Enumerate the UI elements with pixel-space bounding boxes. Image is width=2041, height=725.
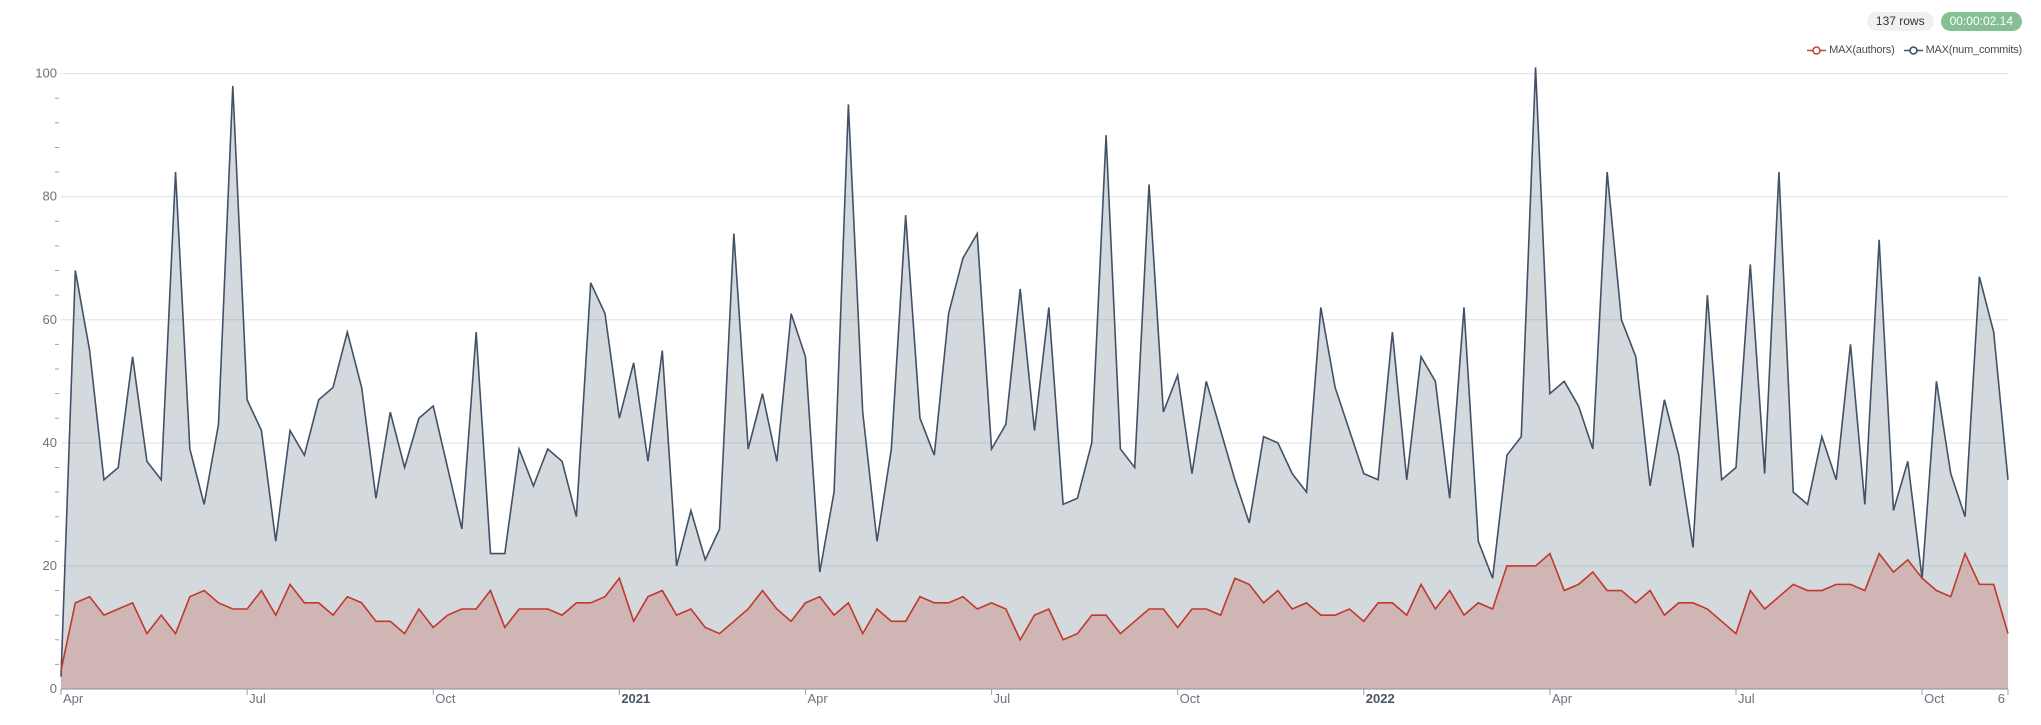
svg-text:60: 60 — [43, 312, 57, 327]
svg-text:Oct: Oct — [1924, 691, 1945, 706]
svg-text:80: 80 — [43, 189, 57, 204]
svg-text:Jul: Jul — [1738, 691, 1755, 706]
svg-text:2021: 2021 — [621, 691, 650, 706]
svg-text:20: 20 — [43, 558, 57, 573]
svg-text:Oct: Oct — [1180, 691, 1201, 706]
svg-text:6: 6 — [1998, 691, 2005, 706]
svg-text:Jul: Jul — [994, 691, 1011, 706]
svg-text:Apr: Apr — [807, 691, 828, 706]
svg-text:Apr: Apr — [63, 691, 84, 706]
svg-text:40: 40 — [43, 435, 57, 450]
svg-text:Oct: Oct — [435, 691, 456, 706]
svg-text:Apr: Apr — [1552, 691, 1573, 706]
svg-text:Jul: Jul — [249, 691, 266, 706]
svg-text:0: 0 — [50, 681, 57, 696]
svg-text:100: 100 — [35, 66, 57, 81]
svg-text:2022: 2022 — [1366, 691, 1395, 706]
